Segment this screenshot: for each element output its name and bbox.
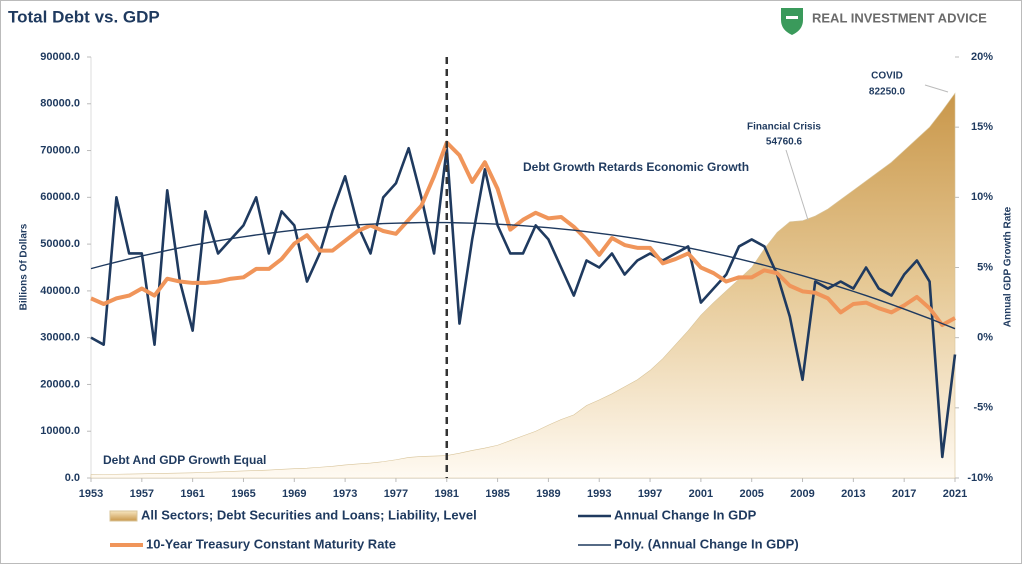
y-axis-label: Billions Of Dollars — [19, 223, 30, 310]
x-tick-label: 1953 — [79, 488, 103, 500]
annotation: COVID — [871, 71, 903, 82]
chart-title: Total Debt vs. GDP — [8, 7, 160, 26]
y2-tick-label: -5% — [973, 402, 993, 414]
annotation-leader — [785, 149, 809, 221]
x-tick-label: 1965 — [231, 488, 255, 500]
x-tick-label: 1961 — [180, 488, 204, 500]
x-tick-label: 1981 — [435, 488, 459, 500]
y2-tick-label: 5% — [977, 261, 993, 273]
y-tick-label: 30000.0 — [40, 332, 80, 344]
x-tick-label: 1985 — [485, 488, 509, 500]
y-tick-label: 50000.0 — [40, 238, 80, 250]
line — [90, 146, 957, 459]
annotation: Financial Crisis — [747, 122, 821, 133]
area — [90, 92, 956, 479]
x-tick-label: 1977 — [384, 488, 408, 500]
x-tick-label: 1973 — [333, 488, 357, 500]
x-tick-label: 2013 — [841, 488, 865, 500]
legend-label: Poly. (Annual Change In GDP) — [614, 536, 799, 551]
y2-tick-label: 15% — [971, 121, 993, 133]
legend-label: All Sectors; Debt Securities and Loans; … — [141, 507, 477, 522]
y2-tick-label: 0% — [977, 332, 993, 344]
line — [90, 221, 956, 330]
legend-swatch — [109, 510, 138, 522]
x-tick-label: 1957 — [130, 488, 154, 500]
x-tick-label: 2021 — [943, 488, 967, 500]
y-tick-label: 40000.0 — [40, 285, 80, 297]
line — [90, 140, 956, 328]
y-tick-label: 10000.0 — [40, 425, 80, 437]
x-tick-label: 2001 — [689, 488, 713, 500]
y-tick-label: 90000.0 — [40, 51, 80, 63]
y2-tick-label: 10% — [971, 191, 993, 203]
y-tick-label: 70000.0 — [40, 144, 80, 156]
y2-axis-label: Annual GDP Growth Rate — [1003, 206, 1014, 327]
x-tick-label: 2017 — [892, 488, 916, 500]
logo — [781, 8, 803, 35]
annotation: 82250.0 — [869, 87, 906, 98]
annotation: Debt Growth Retards Economic Growth — [523, 160, 749, 174]
annotation-leader — [924, 84, 949, 93]
legend-label: 10-Year Treasury Constant Maturity Rate — [146, 536, 396, 551]
x-tick-label: 2009 — [790, 488, 814, 500]
y-tick-label: 80000.0 — [40, 98, 80, 110]
y2-tick-label: 20% — [971, 51, 993, 63]
legend-label: Annual Change In GDP — [614, 507, 757, 522]
annotation: 54760.6 — [766, 137, 803, 148]
y-tick-label: 0.0 — [65, 472, 80, 484]
x-tick-label: 1993 — [587, 488, 611, 500]
y-tick-label: 60000.0 — [40, 191, 80, 203]
y-tick-label: 20000.0 — [40, 378, 80, 390]
x-tick-label: 2005 — [739, 488, 763, 500]
annotation: Debt And GDP Growth Equal — [103, 453, 266, 467]
brand: REAL INVESTMENT ADVICE — [812, 10, 987, 25]
y2-tick-label: -10% — [967, 472, 993, 484]
x-tick-label: 1969 — [282, 488, 306, 500]
x-tick-label: 1989 — [536, 488, 560, 500]
x-tick-label: 1997 — [638, 488, 662, 500]
